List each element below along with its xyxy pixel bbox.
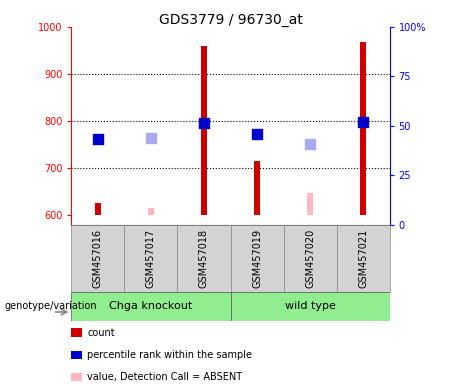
Point (359, 119, 366, 126)
FancyBboxPatch shape (71, 292, 230, 321)
Bar (254, 161, 260, 215)
FancyBboxPatch shape (230, 292, 390, 321)
Text: GSM457021: GSM457021 (358, 228, 368, 288)
Point (254, 131, 261, 137)
FancyBboxPatch shape (177, 225, 230, 292)
Point (200, 120, 207, 126)
Text: genotype/variation: genotype/variation (5, 301, 97, 311)
Bar (360, 42, 366, 215)
Text: GDS3779 / 96730_at: GDS3779 / 96730_at (159, 13, 302, 27)
Text: GSM457019: GSM457019 (252, 229, 262, 288)
Text: wild type: wild type (284, 301, 336, 311)
Bar (201, 46, 207, 215)
Text: value, Detection Call = ABSENT: value, Detection Call = ABSENT (87, 372, 242, 382)
Point (306, 141, 313, 147)
Point (148, 134, 155, 141)
Text: GSM457018: GSM457018 (199, 229, 209, 288)
Text: percentile rank within the sample: percentile rank within the sample (87, 350, 252, 360)
Text: GSM457020: GSM457020 (305, 228, 315, 288)
Point (94, 136, 101, 142)
Text: GSM457017: GSM457017 (146, 228, 156, 288)
Bar (148, 208, 154, 215)
FancyBboxPatch shape (230, 225, 284, 292)
FancyBboxPatch shape (124, 225, 177, 292)
Text: count: count (87, 328, 115, 338)
FancyBboxPatch shape (337, 225, 390, 292)
FancyBboxPatch shape (284, 225, 337, 292)
Bar (95, 204, 101, 215)
Text: GSM457016: GSM457016 (93, 229, 103, 288)
Text: Chga knockout: Chga knockout (109, 301, 193, 311)
Bar (307, 193, 313, 215)
FancyBboxPatch shape (71, 225, 124, 292)
